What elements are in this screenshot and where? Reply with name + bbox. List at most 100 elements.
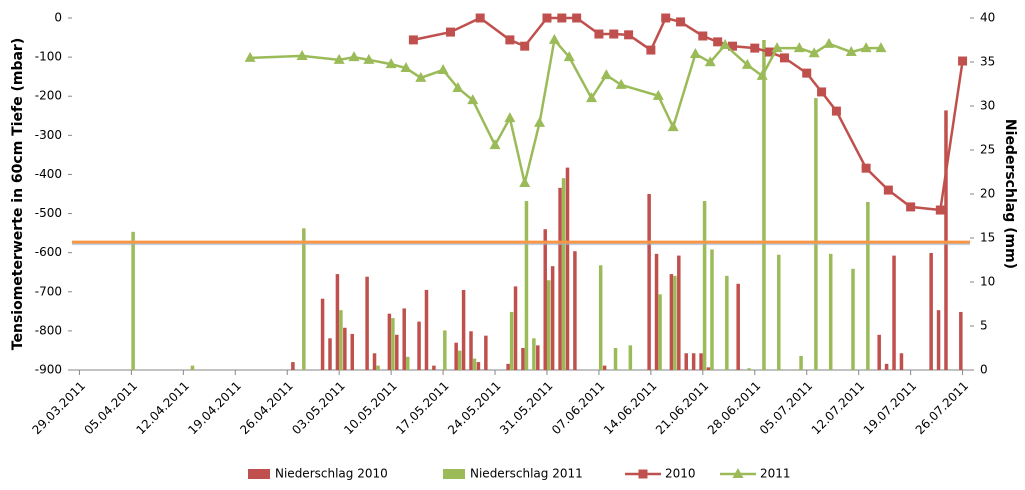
bar (725, 275, 729, 370)
bar (929, 252, 933, 370)
bar (432, 365, 436, 370)
marker (548, 33, 560, 44)
bar (320, 298, 325, 370)
bar (350, 333, 355, 370)
marker (676, 17, 686, 27)
marker (831, 106, 841, 116)
marker (883, 185, 893, 195)
bar (546, 280, 551, 370)
marker (756, 69, 768, 80)
marker (667, 121, 679, 132)
y2-tick-label: 30 (980, 99, 995, 113)
y2-tick-label: 20 (980, 187, 995, 201)
marker (296, 49, 308, 60)
bar (335, 274, 340, 370)
x-tick-label: 05.04.2011 (81, 379, 139, 437)
x-tick-label: 19.07.2011 (861, 379, 919, 437)
marker (689, 47, 701, 58)
marker (779, 53, 789, 63)
marker (958, 56, 968, 66)
marker (661, 13, 671, 23)
bar (476, 362, 481, 370)
bar (884, 363, 889, 370)
bar (658, 294, 662, 370)
y2-tick-label: 35 (980, 55, 995, 69)
marker (467, 94, 479, 105)
x-tick-label: 26.07.2011 (913, 379, 971, 437)
y2-tick-label: 5 (980, 319, 988, 333)
bar (532, 338, 536, 370)
x-tick-label: 24.05.2011 (445, 379, 503, 437)
bar (484, 335, 488, 370)
marker (505, 35, 515, 45)
legend-label: 2011 (760, 467, 791, 481)
y-tick-label: -600 (35, 245, 62, 259)
y2-tick-label: 15 (980, 231, 995, 245)
marker (586, 92, 598, 103)
bar (376, 365, 380, 370)
marker (845, 46, 857, 57)
marker (719, 38, 731, 49)
marker (624, 30, 634, 40)
bar (558, 187, 562, 370)
marker (741, 58, 753, 69)
bar (457, 350, 462, 370)
bar (328, 338, 332, 370)
marker (802, 68, 812, 78)
x-tick-label: 21.06.2011 (653, 379, 711, 437)
bar (131, 231, 135, 370)
marker (348, 51, 360, 62)
marker (557, 13, 567, 23)
marker (808, 47, 820, 58)
legend-item: 2010 (625, 467, 696, 481)
line (413, 16, 964, 212)
y-tick-label: -900 (35, 363, 62, 377)
y-axis-title: Tensiometerwerte in 60cm Tiefe (mbar) (10, 38, 26, 350)
x-tick-label: 31.05.2011 (497, 379, 555, 437)
line (250, 37, 881, 184)
y-tick-label: -800 (35, 323, 62, 337)
bar (777, 254, 781, 370)
marker (861, 163, 871, 173)
x-tick-label: 14.06.2011 (601, 379, 659, 437)
marker (646, 45, 656, 55)
bar (372, 353, 377, 370)
marker (408, 35, 418, 45)
marker (817, 87, 827, 97)
y2-tick-label: 25 (980, 143, 995, 157)
marker (400, 62, 412, 73)
marker (594, 29, 604, 39)
marker (860, 42, 872, 53)
bar (461, 289, 466, 370)
bar (944, 110, 948, 371)
bar (899, 353, 904, 370)
bar (598, 265, 603, 370)
marker (935, 205, 945, 215)
marker (504, 112, 516, 123)
marker (823, 37, 835, 48)
y-tick-label: -400 (35, 167, 62, 181)
marker (704, 56, 716, 67)
marker (534, 116, 546, 127)
x-tick-label: 19.04.2011 (185, 379, 243, 437)
bar (454, 342, 458, 370)
marker (385, 58, 397, 69)
y-tick-label: -700 (35, 284, 62, 298)
marker (445, 27, 455, 37)
bar (762, 40, 766, 370)
bar (543, 229, 547, 370)
bar (736, 283, 740, 370)
marker (728, 41, 738, 51)
bar (291, 362, 295, 370)
x-tick-label: 12.07.2011 (809, 379, 867, 437)
bar (669, 274, 674, 370)
bar (628, 345, 633, 370)
marker (615, 78, 627, 89)
x-tick-label: 05.07.2011 (757, 379, 815, 437)
legend-label: 2010 (665, 467, 696, 481)
x-tick-label: 29.03.2011 (30, 379, 88, 437)
bar (536, 345, 540, 370)
bar (339, 310, 343, 370)
legend-item: Niederschlag 2011 (443, 467, 583, 481)
marker (572, 13, 582, 23)
